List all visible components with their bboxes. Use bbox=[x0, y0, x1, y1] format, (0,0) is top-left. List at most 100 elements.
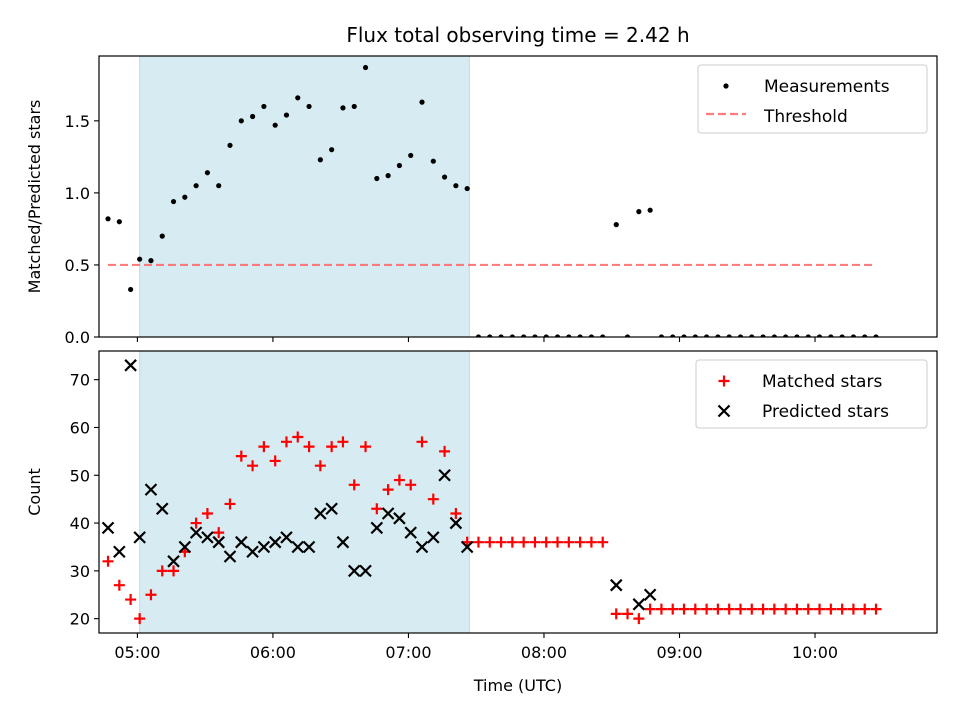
predicted-stars-point bbox=[632, 598, 646, 611]
measurements-point bbox=[839, 334, 845, 337]
measurements-point bbox=[408, 152, 414, 159]
predicted-stars-point bbox=[246, 545, 259, 559]
x-tick-label: 09:00 bbox=[656, 643, 702, 662]
predicted-stars-point bbox=[449, 516, 463, 530]
measurements-point bbox=[306, 103, 312, 110]
matched-stars-point bbox=[393, 474, 405, 486]
matched-stars-point bbox=[145, 589, 157, 601]
measurements-point bbox=[828, 334, 834, 337]
predicted-stars-point bbox=[223, 550, 237, 563]
y-tick-label: 1.0 bbox=[65, 184, 90, 203]
predicted-stars-point bbox=[291, 540, 305, 554]
measurements-point bbox=[862, 334, 868, 337]
measurements-point bbox=[362, 64, 369, 71]
matched-stars-point bbox=[622, 608, 634, 620]
measurements-point bbox=[600, 334, 606, 337]
matched-stars-point bbox=[450, 508, 462, 520]
measurements-point bbox=[193, 183, 199, 189]
predicted-stars-point bbox=[427, 531, 440, 544]
legend-box bbox=[695, 359, 928, 429]
measurements-point bbox=[475, 334, 482, 337]
predicted-stars-point bbox=[302, 540, 316, 554]
measurements-point bbox=[850, 334, 857, 337]
axes-frame bbox=[98, 55, 938, 338]
measurements-point bbox=[487, 334, 493, 337]
matched-stars-point bbox=[224, 498, 236, 510]
predicted-stars-point bbox=[280, 531, 293, 544]
matched-stars-point bbox=[427, 493, 439, 505]
observing-span bbox=[139, 350, 470, 634]
measurements-point bbox=[148, 258, 154, 264]
measurements-point bbox=[566, 334, 572, 337]
matched-stars-point bbox=[552, 536, 564, 548]
y-axis-label: Count bbox=[25, 468, 44, 516]
predicted-stars-point bbox=[133, 531, 146, 544]
measurements-point bbox=[159, 233, 165, 239]
predicted-stars-point bbox=[178, 540, 192, 554]
observing-span bbox=[139, 55, 470, 338]
predicted-stars-point bbox=[201, 531, 214, 544]
matched-stars-point bbox=[269, 455, 281, 467]
measurements-point bbox=[760, 334, 766, 337]
predicted-stars-point bbox=[404, 526, 417, 539]
measurements-point bbox=[554, 334, 561, 337]
matched-stars-point bbox=[597, 536, 609, 548]
matched-stars-point bbox=[847, 603, 859, 615]
matched-stars-point bbox=[768, 603, 780, 615]
bottom-panel: 20 30 40 50 60 70 05:00 06:00 07:00 08:00 09:00 10:… bbox=[25, 350, 938, 695]
matched-stars-point bbox=[780, 603, 792, 615]
matched-stars-point bbox=[495, 536, 507, 548]
measurements-point bbox=[658, 334, 665, 337]
measurements-point bbox=[670, 334, 676, 337]
measurements-point bbox=[385, 173, 391, 179]
matched-stars-point bbox=[574, 536, 586, 548]
matched-stars-point bbox=[644, 603, 656, 615]
predicted-stars-point bbox=[370, 521, 384, 535]
measurements-point bbox=[647, 207, 653, 213]
matched-stars-point bbox=[292, 431, 304, 443]
matched-stars-point bbox=[610, 608, 622, 620]
matched-stars-point bbox=[870, 603, 882, 615]
predicted-stars-point bbox=[257, 540, 271, 554]
plot-area bbox=[105, 64, 879, 337]
x-axis-label: Time (UTC) bbox=[473, 676, 562, 695]
measurements-point bbox=[238, 118, 244, 124]
legend: Matched stars Predicted stars bbox=[695, 359, 928, 429]
measurements-point bbox=[441, 174, 448, 180]
y-tick-label: 20 bbox=[70, 610, 90, 629]
measurements-point bbox=[419, 99, 425, 105]
predicted-stars-point bbox=[643, 588, 657, 602]
matched-stars-point bbox=[472, 536, 484, 548]
predicted-stars-point bbox=[359, 564, 372, 578]
matched-stars-point bbox=[125, 594, 137, 606]
measurements-point bbox=[170, 198, 177, 205]
measurements-point bbox=[588, 334, 595, 337]
matched-stars-point bbox=[836, 603, 848, 615]
x-tick-label: 06:00 bbox=[250, 643, 296, 662]
matched-stars-point bbox=[506, 536, 518, 548]
predicted-stars-point bbox=[415, 540, 429, 554]
y-tick-label: 50 bbox=[70, 466, 90, 485]
matched-stars-point bbox=[439, 445, 451, 457]
measurements-point bbox=[351, 103, 357, 110]
x-tick-label: 07:00 bbox=[385, 643, 431, 662]
matched-stars-point bbox=[518, 536, 530, 548]
matched-stars-point bbox=[326, 441, 338, 453]
predicted-stars-point bbox=[235, 535, 248, 549]
predicted-stars-point bbox=[381, 507, 395, 520]
measurements-point bbox=[726, 334, 732, 337]
measurements-point bbox=[771, 334, 777, 337]
matched-stars-point bbox=[814, 603, 826, 615]
matched-stars-point bbox=[134, 613, 146, 625]
measurements-point bbox=[374, 175, 380, 182]
measurements-point bbox=[783, 334, 789, 337]
legend-matched-stars-label: Matched stars bbox=[762, 372, 882, 392]
matched-stars-point bbox=[540, 536, 552, 548]
matched-stars-point bbox=[484, 536, 496, 548]
y-tick-label: 40 bbox=[70, 514, 90, 533]
x-tick-label: 08:00 bbox=[521, 643, 567, 662]
measurements-point bbox=[532, 334, 538, 337]
measurements-point bbox=[509, 334, 515, 337]
measurements-point bbox=[692, 334, 698, 337]
